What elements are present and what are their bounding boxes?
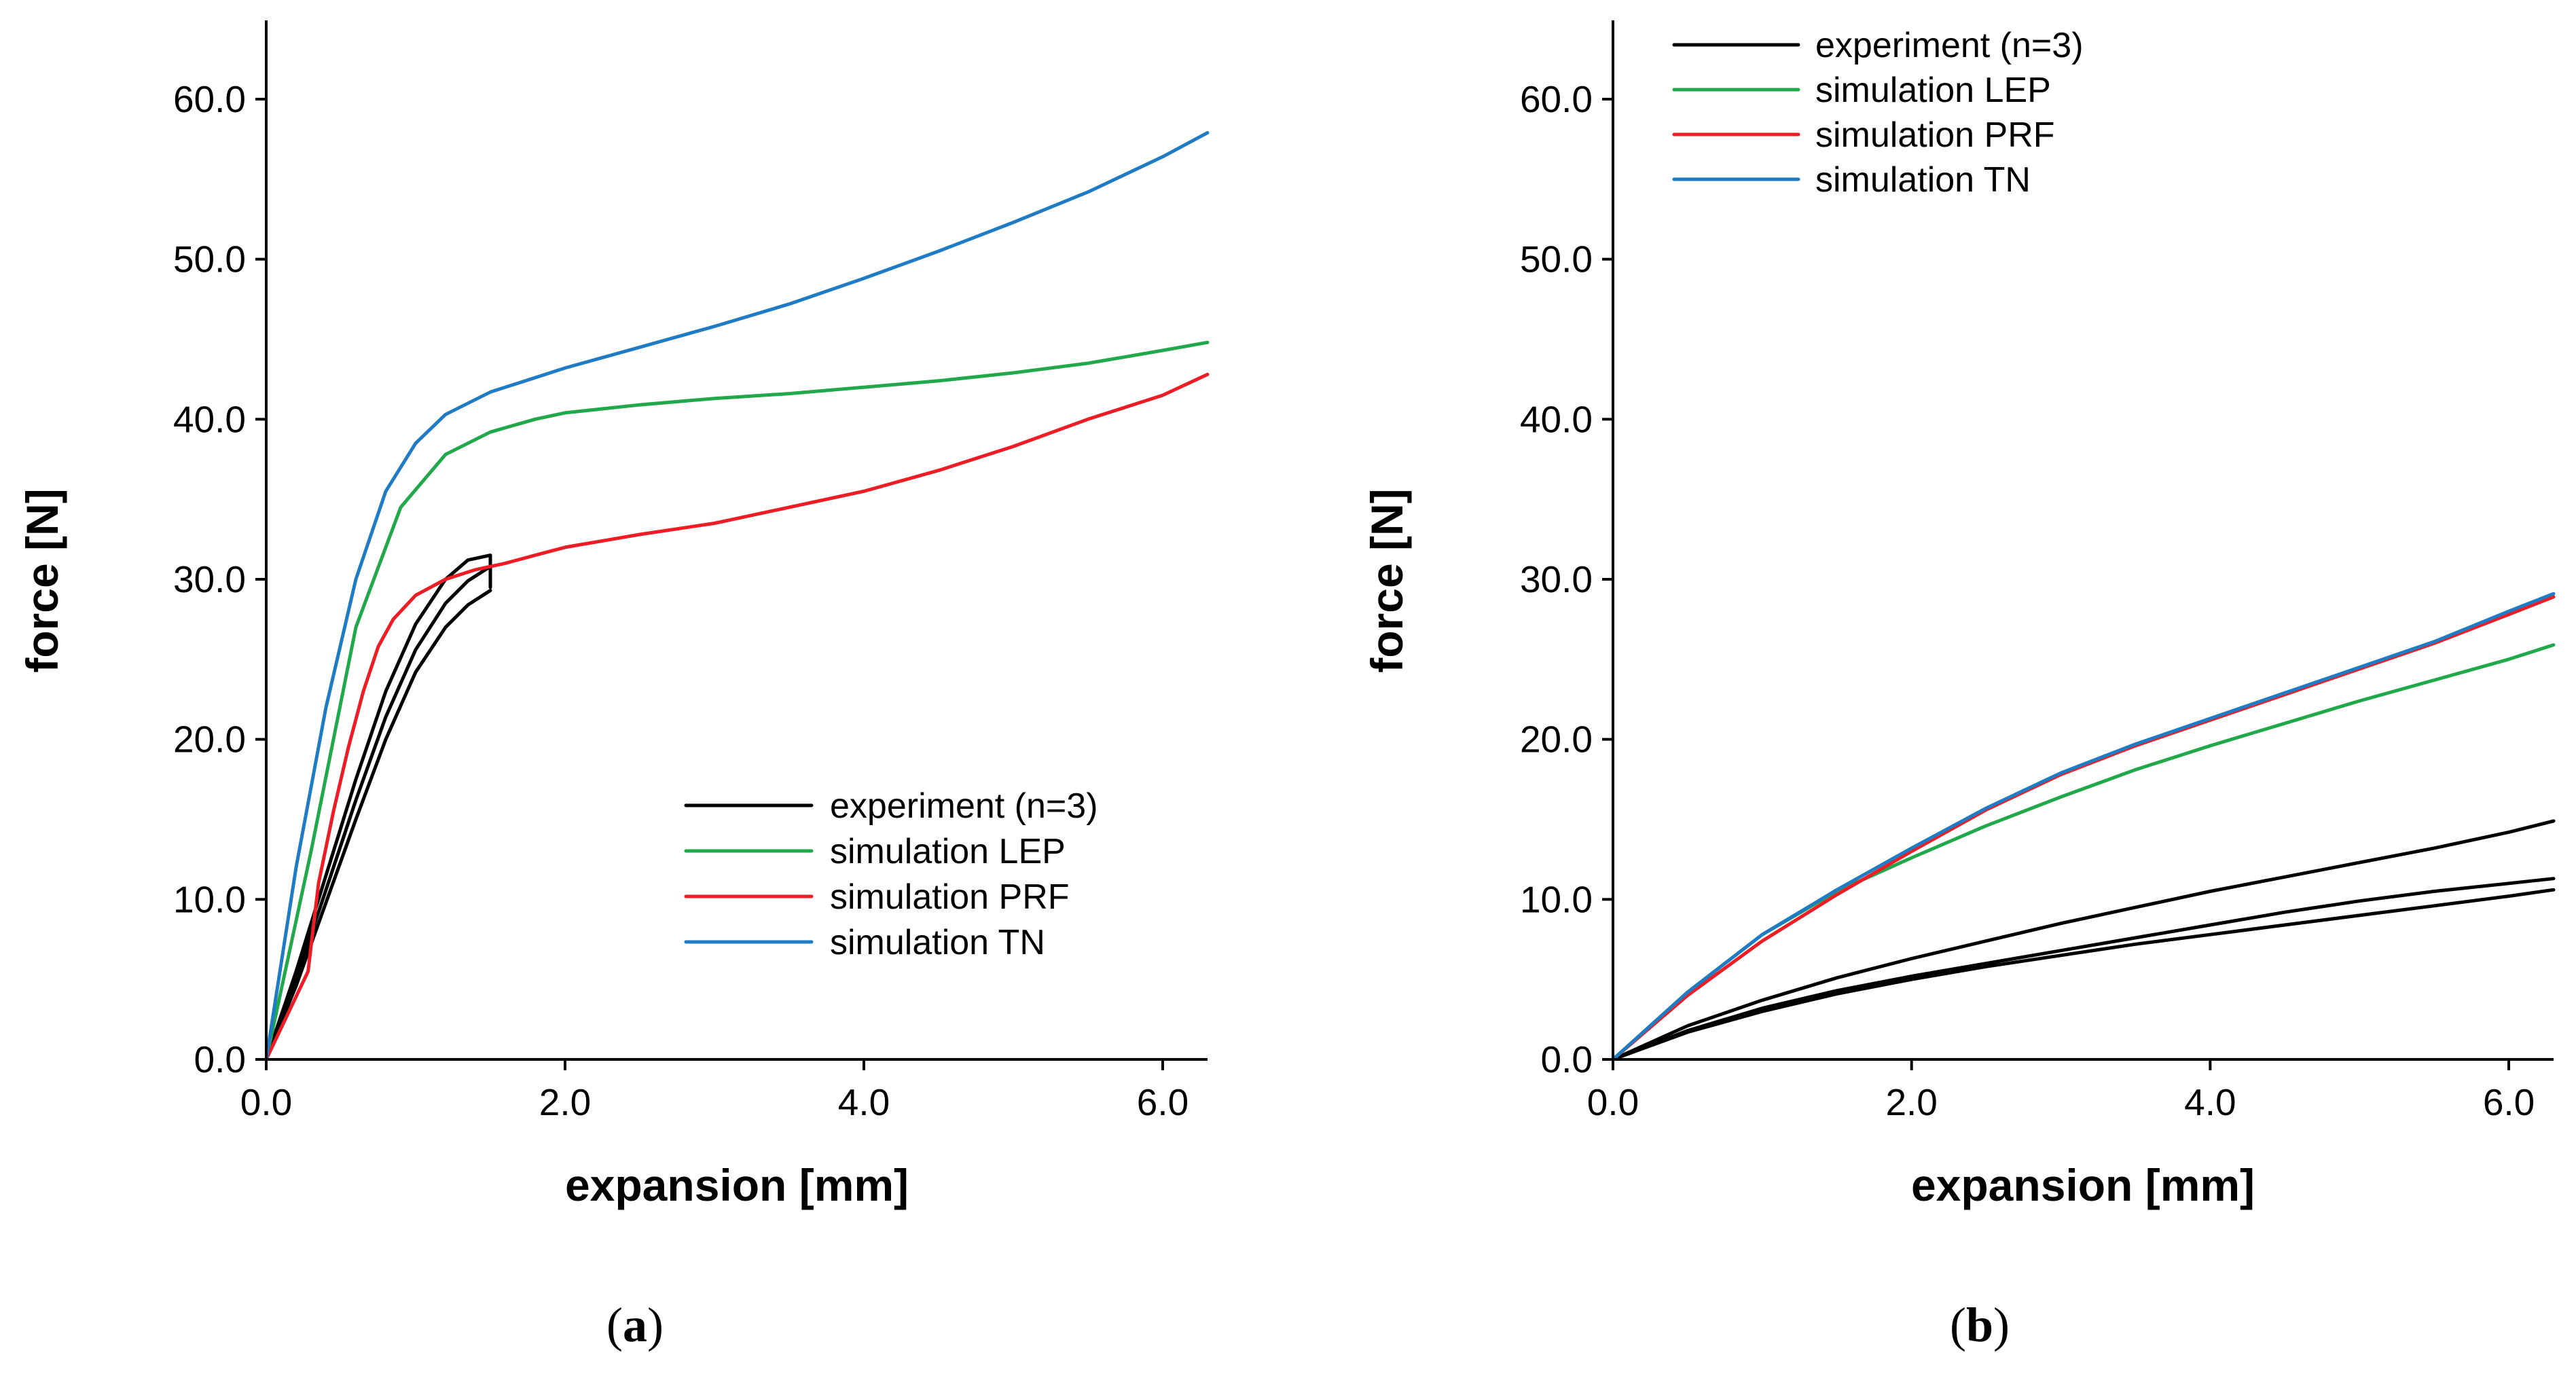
y-tick-label-a-6: 60.0 xyxy=(173,78,246,120)
series-line-a-experiment-0 xyxy=(264,553,492,1061)
y-axis-title-b: force [N] xyxy=(1362,488,1412,672)
series-line-a-prf-4 xyxy=(264,372,1210,1061)
panel-letter-b: b xyxy=(1966,1298,1993,1352)
series-line-b-prf-4 xyxy=(1611,595,2556,1061)
y-tick-label-b-1: 10.0 xyxy=(1520,878,1593,920)
legend-label-a-0: experiment (n=3) xyxy=(830,786,1098,826)
legend-label-b-1: simulation LEP xyxy=(1815,71,2051,110)
y-tick-label-b-3: 30.0 xyxy=(1520,558,1593,600)
x-tick-label-b-2: 4.0 xyxy=(2184,1081,2236,1123)
y-tick-label-a-3: 30.0 xyxy=(173,558,246,600)
legend-a: experiment (n=3) simulation LEP simulation… xyxy=(684,786,1098,962)
series-line-b-experiment-0 xyxy=(1611,819,2556,1061)
legend-label-a-3: simulation TN xyxy=(830,923,1045,962)
x-tick-label-a-1: 2.0 xyxy=(539,1081,591,1123)
legend-label-b-3: simulation TN xyxy=(1815,160,2031,200)
x-tick-label-b-0: 0.0 xyxy=(1587,1081,1639,1123)
legend-label-a-1: simulation LEP xyxy=(830,832,1066,871)
legend-label-b-0: experiment (n=3) xyxy=(1815,26,2084,65)
y-tick-label-a-2: 20.0 xyxy=(173,719,246,761)
series-line-a-lep-3 xyxy=(264,340,1210,1061)
y-tick-label-b-2: 20.0 xyxy=(1520,719,1593,761)
y-tick-label-a-1: 10.0 xyxy=(173,878,246,920)
x-tick-label-b-3: 6.0 xyxy=(2483,1081,2535,1123)
x-tick-label-a-0: 0.0 xyxy=(240,1081,292,1123)
y-tick-label-a-4: 40.0 xyxy=(173,398,246,440)
x-tick-label-a-2: 4.0 xyxy=(838,1081,890,1123)
panel-letter-a: a xyxy=(623,1298,647,1352)
x-axis-title-a: expansion [mm] xyxy=(565,1160,909,1210)
plot-area-a xyxy=(264,131,1210,1061)
tick-labels-a: 0.0 10.0 20.0 30.0 40.0 50.0 60.0 0.0 2.0 4.0 6.0 xyxy=(173,78,1189,1123)
series-line-b-experiment-2 xyxy=(1611,888,2556,1061)
panel-label-b: (b) xyxy=(1950,1298,2010,1352)
tick-labels-b: 0.0 10.0 20.0 30.0 40.0 50.0 60.0 0.0 2.0 4.0 6.0 xyxy=(1520,78,2535,1123)
y-tick-label-b-5: 50.0 xyxy=(1520,238,1593,280)
chart-panel-b: 0.010.020.030.040.050.060.00.0 2.0 4.0 6.0 … xyxy=(1362,20,2556,1352)
plot-area-b xyxy=(1611,592,2556,1061)
panel-label-a: (a) xyxy=(606,1298,664,1352)
series-line-b-tn-5 xyxy=(1611,592,2556,1061)
y-tick-label-a-5: 50.0 xyxy=(173,238,246,280)
y-tick-label-a-0: 0.0 xyxy=(194,1038,246,1080)
x-axis-title-b: expansion [mm] xyxy=(1911,1160,2255,1210)
y-tick-label-b-6: 60.0 xyxy=(1520,78,1593,120)
y-axis-title-a: force [N] xyxy=(17,488,67,672)
legend-b: experiment (n=3) simulation LEP simulation… xyxy=(1672,26,2084,200)
series-line-a-experiment-2 xyxy=(264,589,492,1061)
x-tick-label-a-3: 6.0 xyxy=(1137,1081,1189,1123)
legend-label-a-2: simulation PRF xyxy=(830,877,1070,917)
series-line-a-experiment-1 xyxy=(264,564,492,1061)
ticks-a xyxy=(255,98,1164,1070)
legend-label-b-2: simulation PRF xyxy=(1815,115,2055,155)
y-tick-label-b-4: 40.0 xyxy=(1520,398,1593,440)
x-tick-label-b-1: 2.0 xyxy=(1885,1081,1937,1123)
chart-panel-a: 0.010.020.030.040.050.060.00.0 2.0 4.0 6.0 … xyxy=(17,20,1210,1352)
series-line-b-experiment-1 xyxy=(1611,877,2556,1061)
ticks-b xyxy=(1602,98,2511,1070)
series-line-a-tn-5 xyxy=(264,131,1210,1061)
y-tick-label-b-0: 0.0 xyxy=(1541,1038,1593,1080)
